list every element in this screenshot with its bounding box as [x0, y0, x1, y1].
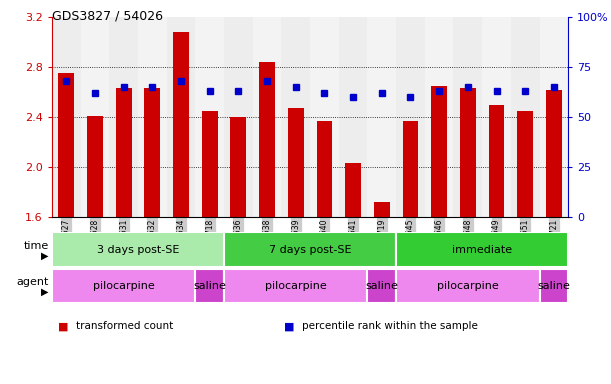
Text: ▶: ▶ [42, 287, 49, 297]
Bar [403, 121, 419, 217]
Bar [87, 116, 103, 217]
Bar [338, 17, 367, 217]
Text: ■: ■ [58, 321, 68, 331]
Bar [288, 108, 304, 217]
Text: percentile rank within the sample: percentile rank within the sample [302, 321, 478, 331]
Bar [224, 17, 253, 217]
Text: saline: saline [538, 281, 570, 291]
Bar [224, 232, 396, 267]
Bar [396, 17, 425, 217]
Bar [396, 269, 540, 303]
Text: immediate: immediate [452, 245, 512, 255]
Bar [196, 269, 224, 303]
Bar [367, 17, 396, 217]
Text: pilocarpine: pilocarpine [437, 281, 499, 291]
Bar [518, 111, 533, 217]
Bar [282, 17, 310, 217]
Bar [345, 163, 361, 217]
Bar [115, 88, 131, 217]
Text: pilocarpine: pilocarpine [93, 281, 155, 291]
Text: pilocarpine: pilocarpine [265, 281, 327, 291]
Bar [167, 17, 196, 217]
Bar [52, 269, 196, 303]
Text: transformed count: transformed count [76, 321, 174, 331]
Bar [482, 17, 511, 217]
Bar [202, 111, 218, 217]
Bar [310, 17, 338, 217]
Bar [259, 62, 275, 217]
Text: 3 days post-SE: 3 days post-SE [97, 245, 179, 255]
Bar [52, 17, 81, 217]
Bar [489, 104, 505, 217]
Bar [511, 17, 540, 217]
Text: agent: agent [16, 277, 49, 287]
Bar [52, 232, 224, 267]
Bar [109, 17, 138, 217]
Text: ▶: ▶ [42, 250, 49, 260]
Text: time: time [24, 241, 49, 251]
Bar [253, 17, 282, 217]
Bar [396, 232, 568, 267]
Bar [546, 90, 562, 217]
Bar [367, 269, 396, 303]
Bar [230, 117, 246, 217]
Text: saline: saline [365, 281, 398, 291]
Bar [138, 17, 167, 217]
Bar [374, 202, 390, 217]
Bar [173, 32, 189, 217]
Bar [540, 269, 568, 303]
Bar [144, 88, 160, 217]
Bar [460, 88, 476, 217]
Bar [224, 269, 367, 303]
Bar [59, 73, 74, 217]
Bar [425, 17, 453, 217]
Bar [540, 17, 568, 217]
Text: saline: saline [193, 281, 226, 291]
Text: 7 days post-SE: 7 days post-SE [269, 245, 351, 255]
Text: GDS3827 / 54026: GDS3827 / 54026 [52, 10, 163, 23]
Text: ■: ■ [284, 321, 295, 331]
Bar [81, 17, 109, 217]
Bar [453, 17, 482, 217]
Bar [196, 17, 224, 217]
Bar [316, 121, 332, 217]
Bar [431, 86, 447, 217]
